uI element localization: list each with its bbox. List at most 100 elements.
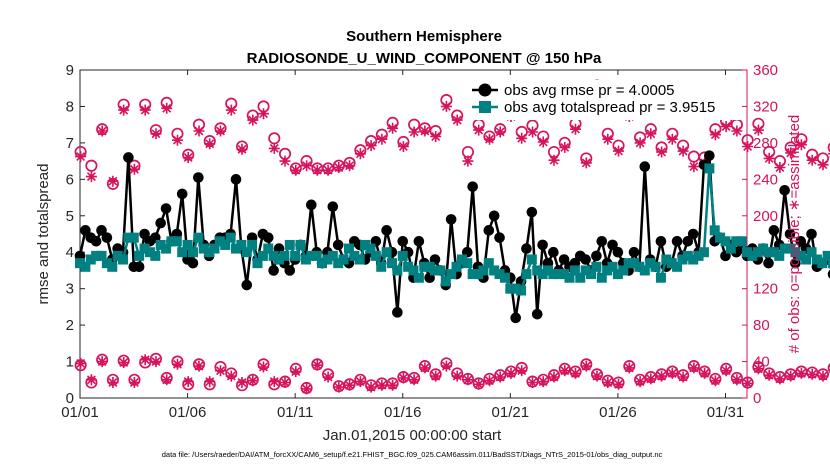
obs-assimilated-point <box>333 381 345 393</box>
totalspread-point <box>779 243 790 254</box>
totalspread-point <box>623 258 634 269</box>
obs-assimilated-point <box>139 104 151 116</box>
obs-assimilated-point <box>258 108 269 120</box>
totalspread-point <box>499 272 510 283</box>
totalspread-point <box>575 272 586 283</box>
totalspread-point <box>559 269 570 280</box>
obs-assimilated-point <box>688 161 700 173</box>
obs-assimilated-point <box>451 114 463 126</box>
totalspread-point <box>655 272 666 283</box>
totalspread-point <box>311 250 322 261</box>
obs-assimilated-point <box>570 123 581 135</box>
rmse-point <box>90 235 102 247</box>
totalspread-point <box>193 232 204 243</box>
totalspread-point <box>144 247 155 258</box>
totalspread-point <box>742 247 752 258</box>
totalspread-point <box>150 250 161 261</box>
obs-assimilated-point <box>548 371 560 383</box>
totalspread-point <box>602 265 613 276</box>
obs-assimilated-point <box>225 104 237 116</box>
rmse-point <box>193 172 204 183</box>
totalspread-point <box>392 265 403 276</box>
rmse-point <box>639 161 651 172</box>
totalspread-point <box>537 269 548 280</box>
totalspread-point <box>634 261 645 272</box>
obs-assimilated-series <box>75 86 830 395</box>
rmse-point <box>521 243 532 254</box>
totalspread-point <box>478 265 489 276</box>
totalspread-point <box>257 250 268 261</box>
totalspread-point <box>817 258 828 269</box>
totalspread-point <box>688 254 699 265</box>
totalspread-point <box>505 283 516 294</box>
obs-assimilated-point <box>537 136 549 148</box>
obs-possible-point <box>85 159 98 172</box>
obs-assimilated-point <box>580 157 592 169</box>
rmse-point <box>806 228 817 240</box>
totalspread-point <box>96 250 107 261</box>
obs-assimilated-point <box>387 379 399 391</box>
obs-assimilated-point <box>430 370 442 382</box>
obs-assimilated-point <box>645 373 657 385</box>
obs-assimilated-point <box>677 371 689 383</box>
obs-assimilated-point <box>516 132 528 144</box>
rmse-point <box>268 265 279 276</box>
obs-assimilated-point <box>365 140 377 152</box>
obs-assimilated-point <box>279 377 291 388</box>
series-layer <box>74 79 830 395</box>
obs-assimilated-point <box>505 367 517 379</box>
x-tick-label: 01/06 <box>169 404 207 421</box>
rmse-point <box>607 239 618 251</box>
obs-assimilated-point <box>634 137 646 149</box>
obs-assimilated-point <box>128 163 140 175</box>
rmse-point <box>80 225 91 236</box>
rmse-point <box>413 235 425 247</box>
totalspread-point <box>333 258 344 269</box>
rmse-point <box>381 225 392 236</box>
totalspread-point <box>166 236 177 247</box>
obs-assimilated-point <box>559 141 571 153</box>
totalspread-point <box>790 247 801 258</box>
obs-assimilated-point <box>731 125 743 137</box>
totalspread-point <box>516 285 527 296</box>
chart-subtitle: RADIOSONDE_U_WIND_COMPONENT @ 150 hPa <box>247 50 602 67</box>
obs-assimilated-point <box>408 126 420 138</box>
obs-assimilated-point <box>247 114 259 126</box>
obs-assimilated-point <box>677 145 689 157</box>
x-tick-label: 01/21 <box>492 404 530 421</box>
totalspread-point <box>419 261 430 272</box>
totalspread-point <box>801 254 812 265</box>
totalspread-point <box>306 250 317 261</box>
totalspread-point <box>828 258 830 269</box>
obs-assimilated-point <box>494 371 506 383</box>
x-axis-label: Jan.01,2015 00:00:00 start <box>323 427 502 444</box>
totalspread-point <box>274 254 285 265</box>
obs-assimilated-point <box>419 125 431 137</box>
totalspread-point <box>666 258 677 269</box>
legend-spread-label: obs avg totalspread pr = 3.9515 <box>504 99 715 116</box>
obs-assimilated-point <box>613 378 624 390</box>
totalspread-point <box>397 250 408 261</box>
obs-assimilated-point <box>397 372 409 384</box>
totalspread-point <box>112 250 123 261</box>
totalspread-point <box>811 254 822 265</box>
totalspread-point <box>338 254 349 265</box>
y2-tick-label: 200 <box>753 208 778 225</box>
y2-tick-label: 360 <box>753 62 778 79</box>
totalspread-point <box>607 261 618 272</box>
obs-assimilated-point <box>268 142 280 154</box>
rmse-point <box>591 250 602 262</box>
obs-assimilated-point <box>473 378 485 390</box>
totalspread-point <box>580 265 591 276</box>
rmse-point <box>558 254 570 265</box>
totalspread-point <box>747 250 758 261</box>
obs-assimilated-point <box>161 102 173 114</box>
legend-rmse-label: obs avg rmse pr = 4.0005 <box>504 82 675 99</box>
obs-assimilated-point <box>752 363 764 375</box>
obs-assimilated-point <box>118 104 130 116</box>
totalspread-point <box>241 247 252 258</box>
obs-assimilated-point <box>731 374 743 386</box>
totalspread-point <box>161 243 172 254</box>
obs-assimilated-point <box>75 151 87 163</box>
